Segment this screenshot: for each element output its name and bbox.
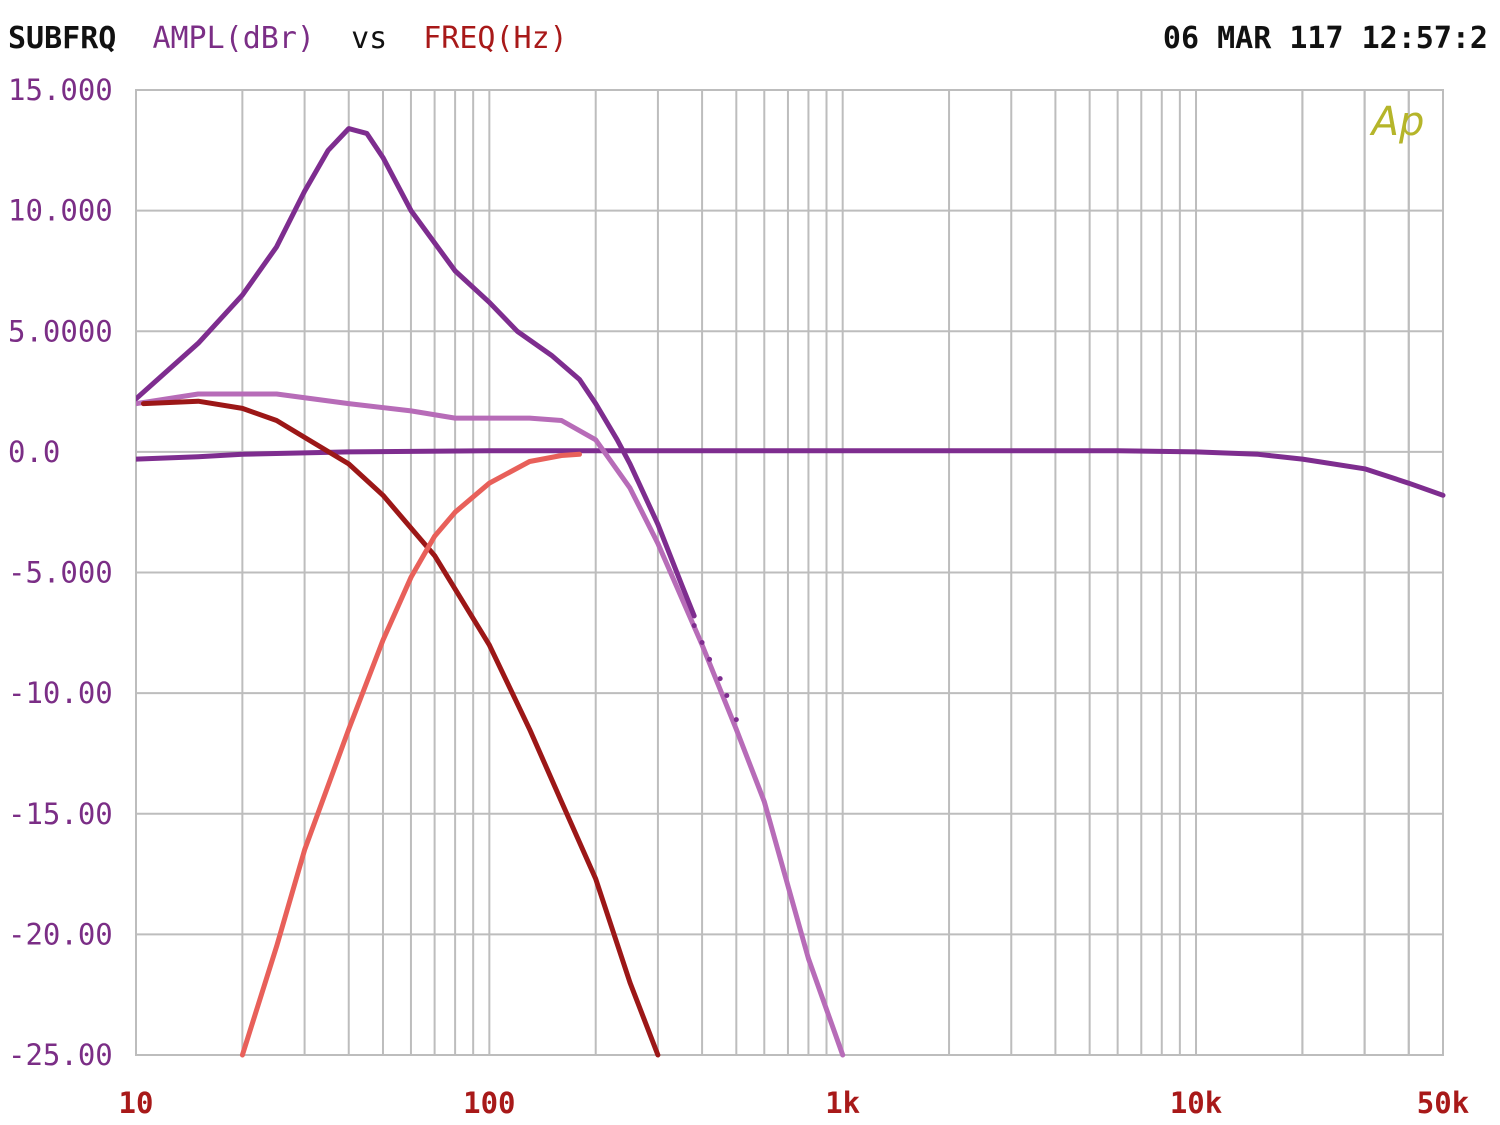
series-2-line: [136, 391, 846, 1058]
y-tick-label: -25.00: [8, 1038, 113, 1072]
series-4-line: [141, 398, 661, 1058]
x-axis-ticks: 10 100 1k 10k 50k: [119, 1086, 1470, 1120]
series-6-point: [717, 676, 723, 682]
x-tick-label: 1k: [825, 1086, 860, 1120]
header-y-label: AMPL(dBr): [152, 21, 315, 56]
data-series: [136, 126, 1446, 1058]
plot-grid: [135, 89, 1444, 1056]
header-mode: SUBFRQ: [8, 21, 116, 56]
header-x-label: FREQ(Hz): [423, 21, 568, 56]
y-axis-ticks: 15.000 10.000 5.0000 0.0 -5.000 -10.00 -15.00 -…: [8, 73, 113, 1072]
series-6-point: [699, 639, 705, 645]
y-tick-label: 15.000: [8, 73, 113, 107]
header-vs: vs: [351, 21, 387, 56]
y-tick-label: 5.0000: [8, 314, 113, 348]
series-6-point: [733, 717, 739, 723]
y-tick-label: 10.000: [8, 194, 113, 228]
y-tick-label: 0.0: [8, 435, 60, 469]
y-tick-label: -15.00: [8, 797, 113, 831]
x-tick-label: 100: [463, 1086, 515, 1120]
series-6-point: [724, 693, 730, 699]
series-1-line: [136, 448, 1446, 498]
series-6-point: [691, 623, 697, 629]
plot-frame: [135, 89, 1444, 1056]
x-tick-label: 10: [119, 1086, 154, 1120]
x-tick-label: 50k: [1417, 1086, 1469, 1120]
y-tick-label: -5.000: [8, 556, 113, 590]
x-tick-label: 10k: [1170, 1086, 1222, 1120]
header-timestamp: 06 MAR 117 12:57:2: [1163, 21, 1488, 56]
header-title: SUBFRQ AMPL(dBr) vs FREQ(Hz): [8, 21, 568, 56]
series-5-line: [239, 451, 582, 1058]
series-3-line: [136, 126, 697, 619]
series-6-point: [707, 656, 713, 662]
ap-logo: Ap: [1369, 99, 1425, 145]
y-tick-label: -20.00: [8, 917, 113, 951]
y-tick-label: -10.00: [8, 676, 113, 710]
